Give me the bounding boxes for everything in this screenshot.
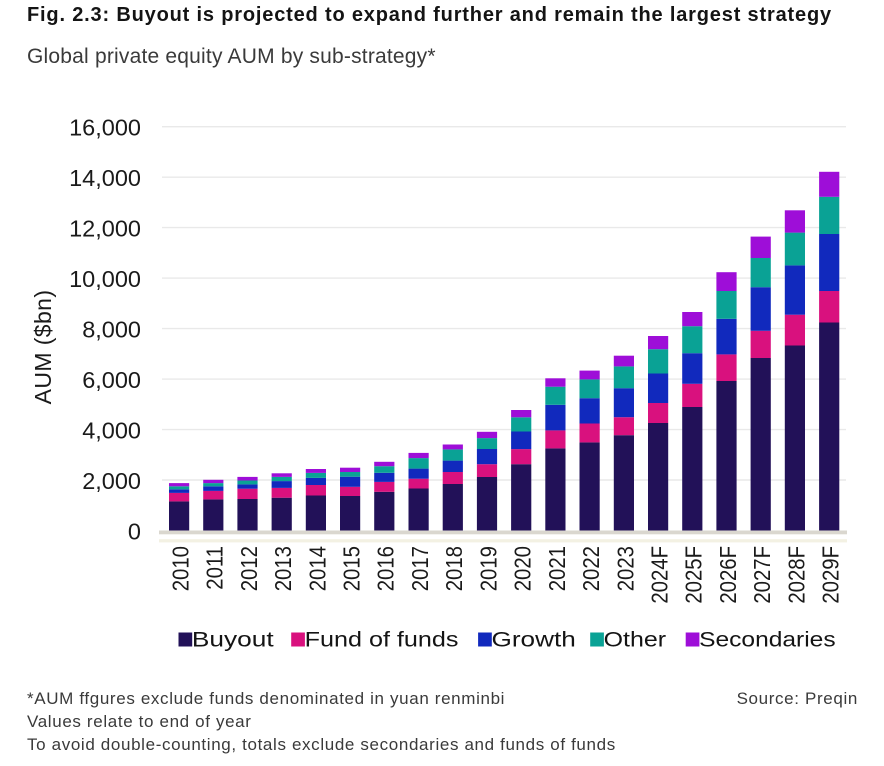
svg-text:2015: 2015 [338,546,364,591]
svg-text:2020: 2020 [509,546,535,591]
svg-text:16,000: 16,000 [69,115,141,141]
svg-text:Other: Other [604,627,667,651]
svg-text:2029F: 2029F [817,546,843,604]
svg-text:2018: 2018 [441,546,467,591]
svg-text:Buyout: Buyout [192,628,274,652]
svg-text:2023: 2023 [612,546,638,591]
svg-text:2017: 2017 [407,546,433,591]
svg-text:Values relate to end of year: Values relate to end of year [27,712,252,731]
svg-text:2016: 2016 [373,546,399,591]
svg-text:2019: 2019 [475,546,501,591]
svg-text:Global private equity AUM by s: Global private equity AUM by sub-strateg… [27,45,436,68]
svg-text:AUM ($bn): AUM ($bn) [30,290,56,405]
svg-text:8,000: 8,000 [82,317,141,343]
svg-text:Fund of funds: Fund of funds [305,627,459,651]
svg-text:2010: 2010 [167,546,193,591]
svg-text:Growth: Growth [492,629,576,652]
svg-text:To avoid double-counting, tota: To avoid double-counting, totals exclude… [27,735,616,754]
svg-text:2011: 2011 [202,546,228,590]
svg-text:14,000: 14,000 [69,165,141,191]
svg-text:4,000: 4,000 [82,417,141,443]
svg-text:2021: 2021 [544,546,570,591]
svg-text:2022: 2022 [578,546,604,591]
svg-text:2012: 2012 [236,546,262,591]
svg-text:Fig. 2.3: Buyout is projected: Fig. 2.3: Buyout is projected to expand … [27,4,832,26]
svg-text:12,000: 12,000 [69,216,141,242]
svg-text:2024F: 2024F [646,546,672,604]
svg-text:10,000: 10,000 [69,266,141,292]
svg-text:Source: Preqin: Source: Preqin [737,689,858,708]
svg-text:0: 0 [128,518,141,544]
svg-text:2027F: 2027F [749,546,775,604]
svg-text:6,000: 6,000 [82,367,141,393]
svg-text:*AUM ffgures exclude funds den: *AUM ffgures exclude funds denominated i… [27,689,505,708]
svg-text:2013: 2013 [270,546,296,591]
svg-text:2026F: 2026F [715,546,741,604]
svg-text:Secondaries: Secondaries [699,627,836,651]
svg-text:2,000: 2,000 [82,468,141,494]
svg-text:2028F: 2028F [783,546,809,604]
svg-text:2025F: 2025F [681,546,707,604]
svg-text:2014: 2014 [304,546,330,591]
